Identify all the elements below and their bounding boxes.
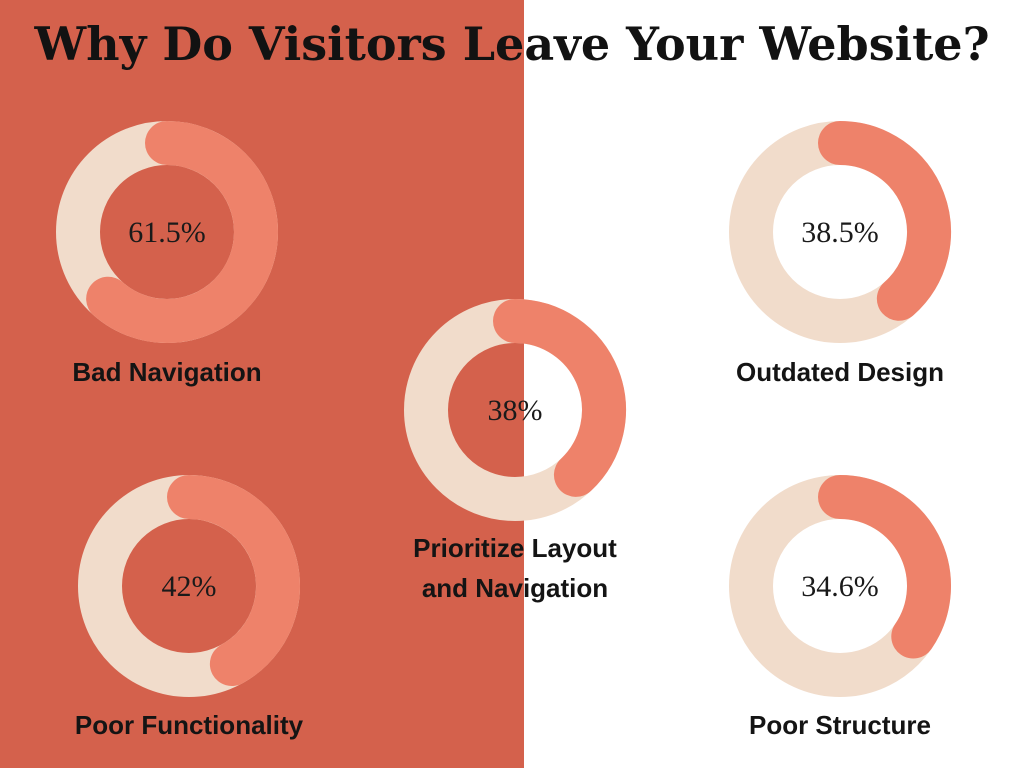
donut-arc xyxy=(818,475,951,659)
donut-arc xyxy=(818,121,951,321)
value-label: 38% xyxy=(488,394,543,427)
donut-arc xyxy=(493,299,626,497)
chart-label: Outdated Design xyxy=(735,357,944,387)
chart-label: Bad Navigation xyxy=(72,357,262,387)
chart-label: Prioritize Layout and Navigation xyxy=(413,533,617,603)
value-label: 61.5% xyxy=(128,216,206,249)
chart-label: Poor Structure xyxy=(748,710,932,740)
value-label: 38.5% xyxy=(801,216,879,249)
donut-arc xyxy=(167,475,300,686)
chart-label: Poor Functionality xyxy=(74,710,304,740)
value-label: 42% xyxy=(162,570,217,603)
page-title: Why Do Visitors Leave Your Website? xyxy=(33,17,989,71)
donut-arc xyxy=(86,121,278,343)
value-label: 34.6% xyxy=(801,570,879,603)
